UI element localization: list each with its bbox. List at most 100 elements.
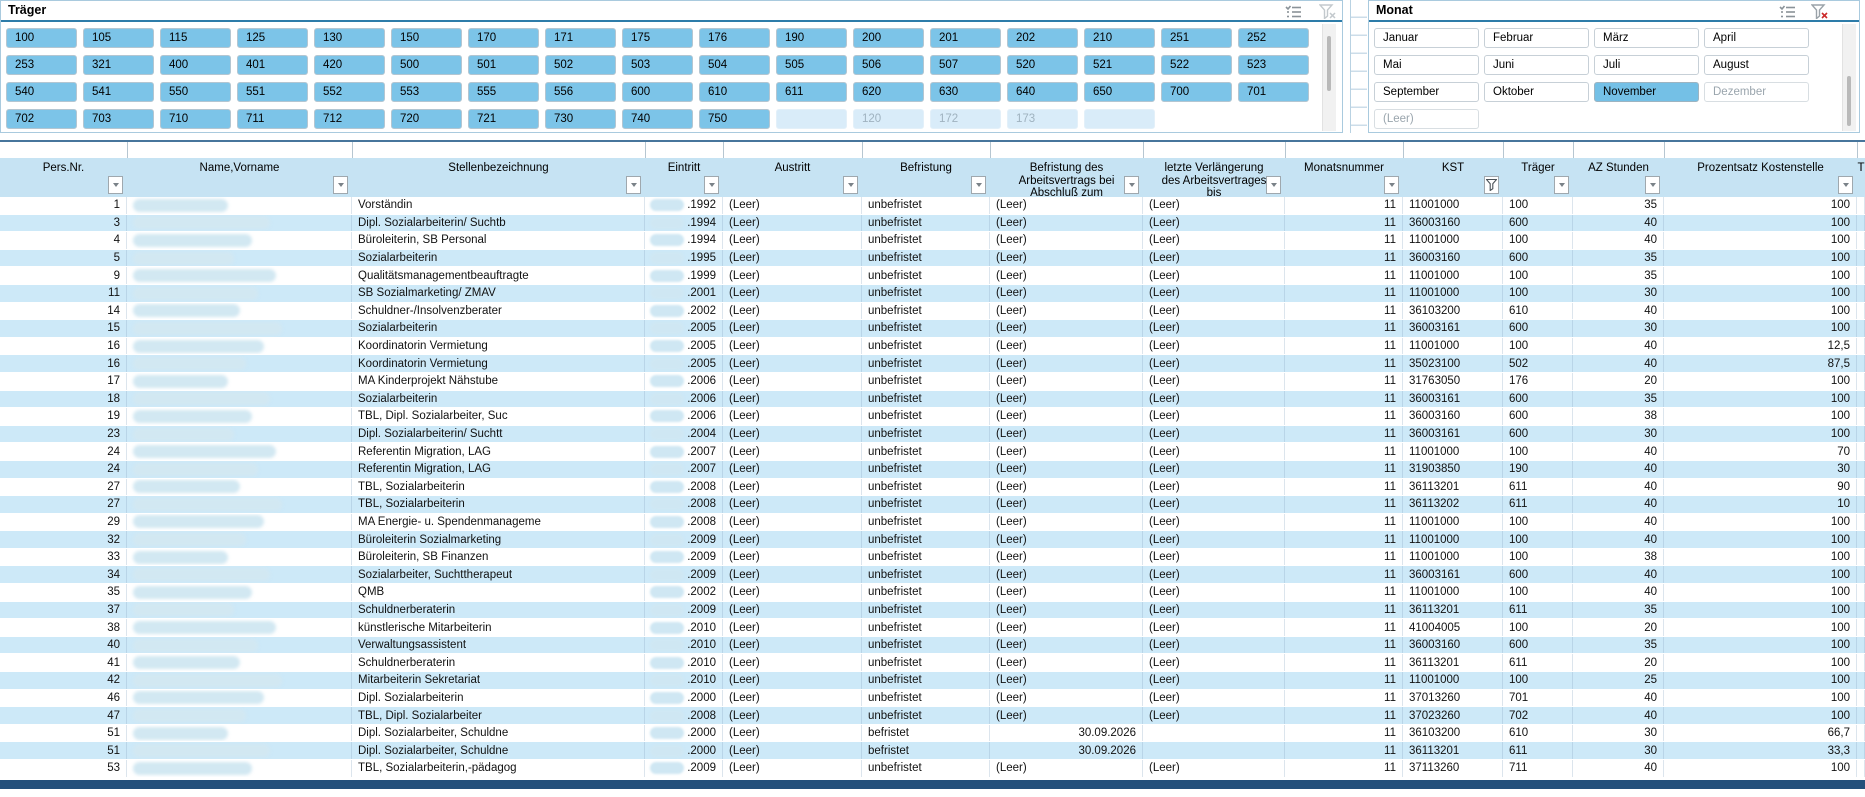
cell-proz[interactable]: 100 <box>1664 513 1857 531</box>
cell-traeger[interactable]: 100 <box>1503 197 1573 214</box>
cell-letzte[interactable]: (Leer) <box>1143 249 1285 267</box>
cell-pers[interactable]: 15 <box>0 320 127 337</box>
cell-kst[interactable]: 36113201 <box>1403 742 1503 759</box>
cell-austritt[interactable]: (Leer) <box>723 284 862 302</box>
cell-name[interactable] <box>127 584 352 601</box>
cell-az[interactable]: 40 <box>1573 584 1664 601</box>
cell-pers[interactable]: 11 <box>0 284 127 302</box>
cell-austritt[interactable]: (Leer) <box>723 619 862 636</box>
cell-eintritt[interactable]: .1992 <box>645 197 723 214</box>
traeger-value-701[interactable]: 701 <box>1238 82 1309 102</box>
traeger-value-700[interactable]: 700 <box>1161 82 1232 102</box>
cell-traeger[interactable]: 711 <box>1503 760 1573 777</box>
cell-eintritt[interactable]: .2006 <box>645 408 723 425</box>
cell-proz[interactable]: 100 <box>1664 372 1857 390</box>
traeger-value-540[interactable]: 540 <box>6 82 77 102</box>
cell-letzte[interactable]: (Leer) <box>1143 548 1285 566</box>
cell-befristung[interactable]: befristet <box>862 742 990 759</box>
cell-bef_zum[interactable]: (Leer) <box>990 513 1143 531</box>
cell-bef_zum[interactable]: (Leer) <box>990 460 1143 478</box>
cell-letzte[interactable]: (Leer) <box>1143 390 1285 408</box>
filter-button-kst-active[interactable] <box>1484 176 1499 194</box>
cell-letzte[interactable]: (Leer) <box>1143 707 1285 724</box>
cell-stelle[interactable]: Referentin Migration, LAG <box>352 443 645 460</box>
cell-traeger[interactable]: 100 <box>1503 513 1573 531</box>
cell-monatsnr[interactable]: 11 <box>1285 496 1403 513</box>
cell-befristung[interactable]: unbefristet <box>862 707 990 724</box>
traeger-value-503[interactable]: 503 <box>622 55 693 75</box>
cell-monatsnr[interactable]: 11 <box>1285 742 1403 759</box>
cell-traeger[interactable]: 610 <box>1503 724 1573 742</box>
monat-value-Mai[interactable]: Mai <box>1374 55 1479 75</box>
cell-kst[interactable]: 36113201 <box>1403 601 1503 619</box>
cell-letzte[interactable]: (Leer) <box>1143 337 1285 355</box>
column-header-name[interactable]: Name,Vorname <box>199 162 280 174</box>
cell-austritt[interactable]: (Leer) <box>723 267 862 284</box>
select-fields-icon[interactable] <box>1779 4 1796 19</box>
cell-az[interactable]: 38 <box>1573 408 1664 425</box>
cell-name[interactable] <box>127 425 352 443</box>
cell-eintritt[interactable]: .2001 <box>645 284 723 302</box>
traeger-scrollbar[interactable] <box>1322 24 1336 131</box>
traeger-value-553[interactable]: 553 <box>391 82 462 102</box>
cell-pers[interactable]: 27 <box>0 496 127 513</box>
cell-kst[interactable]: 36003161 <box>1403 566 1503 584</box>
cell-name[interactable] <box>127 548 352 566</box>
cell-stelle[interactable]: Sozialarbeiter, Suchttherapeut <box>352 566 645 584</box>
cell-monatsnr[interactable]: 11 <box>1285 460 1403 478</box>
cell-bef_zum[interactable]: (Leer) <box>990 707 1143 724</box>
cell-austritt[interactable]: (Leer) <box>723 601 862 619</box>
cell-traeger[interactable]: 600 <box>1503 636 1573 654</box>
cell-befristung[interactable]: unbefristet <box>862 636 990 654</box>
monat-scrollbar[interactable] <box>1842 24 1856 131</box>
cell-letzte[interactable]: (Leer) <box>1143 355 1285 372</box>
cell-bef_zum[interactable]: (Leer) <box>990 408 1143 425</box>
cell-kst[interactable]: 36003160 <box>1403 408 1503 425</box>
cell-letzte[interactable]: (Leer) <box>1143 689 1285 707</box>
cell-bef_zum[interactable]: (Leer) <box>990 372 1143 390</box>
cell-proz[interactable]: 33,3 <box>1664 742 1857 759</box>
cell-az[interactable]: 35 <box>1573 249 1664 267</box>
traeger-value-200[interactable]: 200 <box>853 28 924 48</box>
cell-pers[interactable]: 38 <box>0 619 127 636</box>
cell-stelle[interactable]: TBL, Dipl. Sozialarbeiter, Suc <box>352 408 645 425</box>
cell-az[interactable]: 40 <box>1573 496 1664 513</box>
cell-letzte[interactable]: (Leer) <box>1143 443 1285 460</box>
cell-bef_zum[interactable]: (Leer) <box>990 443 1143 460</box>
monat-value-August[interactable]: August <box>1704 55 1809 75</box>
cell-monatsnr[interactable]: 11 <box>1285 724 1403 742</box>
cell-stelle[interactable]: Sozialarbeiterin <box>352 320 645 337</box>
cell-stelle[interactable]: MA Energie- u. Spendenmanageme <box>352 513 645 531</box>
cell-stelle[interactable]: TBL, Sozialarbeiterin,-pädagog <box>352 760 645 777</box>
cell-befristung[interactable]: unbefristet <box>862 425 990 443</box>
cell-austritt[interactable]: (Leer) <box>723 460 862 478</box>
cell-az[interactable]: 35 <box>1573 601 1664 619</box>
filter-button-stelle[interactable] <box>626 176 641 194</box>
cell-kst[interactable]: 11001000 <box>1403 284 1503 302</box>
traeger-value-610[interactable]: 610 <box>699 82 770 102</box>
cell-bef_zum[interactable]: (Leer) <box>990 548 1143 566</box>
cell-name[interactable] <box>127 689 352 707</box>
cell-proz[interactable]: 100 <box>1664 760 1857 777</box>
cell-befristung[interactable]: unbefristet <box>862 355 990 372</box>
cell-letzte[interactable]: (Leer) <box>1143 496 1285 513</box>
cell-name[interactable] <box>127 478 352 496</box>
traeger-value-130[interactable]: 130 <box>314 28 385 48</box>
cell-pers[interactable]: 53 <box>0 760 127 777</box>
cell-az[interactable]: 40 <box>1573 214 1664 232</box>
cell-monatsnr[interactable]: 11 <box>1285 425 1403 443</box>
cell-monatsnr[interactable]: 11 <box>1285 531 1403 548</box>
cell-pers[interactable]: 34 <box>0 566 127 584</box>
cell-eintritt[interactable]: .2000 <box>645 724 723 742</box>
cell-stelle[interactable]: Dipl. Sozialarbeiter, Schuldne <box>352 742 645 759</box>
cell-traeger[interactable]: 100 <box>1503 584 1573 601</box>
monat-value-Januar[interactable]: Januar <box>1374 28 1479 48</box>
cell-eintritt[interactable]: .2005 <box>645 355 723 372</box>
cell-befristung[interactable]: befristet <box>862 724 990 742</box>
cell-kst[interactable]: 11001000 <box>1403 267 1503 284</box>
cell-kst[interactable]: 11001000 <box>1403 548 1503 566</box>
traeger-value-171[interactable]: 171 <box>545 28 616 48</box>
cell-monatsnr[interactable]: 11 <box>1285 760 1403 777</box>
cell-eintritt[interactable]: .2007 <box>645 460 723 478</box>
cell-eintritt[interactable]: .2008 <box>645 496 723 513</box>
